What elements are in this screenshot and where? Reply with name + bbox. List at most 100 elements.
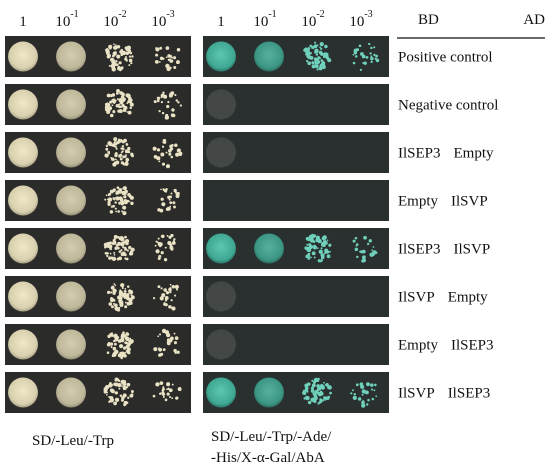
ad-construct: IlSEP3 — [448, 386, 491, 402]
dilution-label: 10-1 — [55, 9, 78, 30]
yeast-colony — [169, 92, 174, 97]
yeast-colony — [125, 157, 130, 162]
yeast-colony — [128, 64, 131, 67]
yeast-colony — [352, 389, 354, 392]
yeast-colony — [323, 240, 328, 245]
yeast-colony — [114, 152, 118, 156]
bd-header: BD — [418, 12, 439, 28]
yeast-colony — [154, 59, 159, 64]
dilution-exponent: -1 — [268, 9, 276, 20]
yeast-colony — [373, 389, 376, 392]
yeast-colony — [371, 249, 374, 252]
yeast-colony — [123, 253, 127, 257]
yeast-colony — [311, 251, 316, 256]
yeast-colony — [313, 399, 317, 403]
dilution-base: 10 — [103, 14, 118, 30]
yeast-colony — [122, 99, 125, 103]
yeast-colony — [165, 151, 168, 154]
yeast-colony — [362, 255, 366, 260]
yeast-colony — [179, 104, 183, 107]
yeast-colony — [105, 147, 109, 151]
yeast-colony — [109, 100, 113, 104]
yeast-colony — [118, 61, 122, 65]
yeast-colony — [126, 382, 131, 387]
yeast-colony — [313, 256, 316, 259]
yeast-colony — [130, 201, 134, 205]
yeast-colony — [354, 247, 359, 252]
yeast-colony — [320, 257, 323, 260]
yeast-colony — [361, 249, 366, 254]
yeast-colony — [170, 299, 173, 302]
yeast-colony — [311, 61, 315, 65]
yeast-colony — [174, 191, 177, 194]
yeast-colony — [159, 208, 164, 213]
yeast-colony — [114, 235, 116, 238]
yeast-colony — [157, 335, 160, 338]
yeast-colony — [108, 384, 111, 387]
yeast-colony — [128, 96, 131, 99]
yeast-colony — [127, 110, 132, 115]
yeast-spot — [254, 233, 284, 264]
yeast-colony — [116, 382, 118, 385]
yeast-colony — [313, 396, 317, 400]
yeast-colony — [314, 60, 319, 65]
yeast-colony — [162, 396, 165, 399]
yeast-colony — [112, 59, 115, 62]
yeast-colony — [124, 296, 127, 299]
yeast-colony — [130, 390, 134, 393]
yeast-colony — [173, 238, 176, 241]
yeast-colony — [126, 295, 130, 299]
yeast-colony — [162, 91, 165, 94]
yeast-colony — [322, 55, 326, 59]
yeast-spot — [56, 185, 86, 216]
yeast-colony — [319, 41, 324, 47]
yeast-colony — [157, 237, 160, 240]
yeast-colony — [316, 247, 319, 249]
row-label: Positive control — [398, 50, 493, 66]
yeast-colony — [114, 201, 117, 204]
yeast-colony — [120, 398, 124, 402]
yeast-colony — [128, 289, 132, 294]
yeast-colony — [173, 341, 178, 345]
yeast-colony — [166, 388, 168, 391]
yeast-colony — [169, 245, 174, 250]
yeast-colony — [113, 342, 117, 346]
yeast-colony — [169, 205, 172, 208]
yeast-colony — [121, 210, 123, 213]
yeast-colony — [350, 392, 353, 395]
yeast-colony — [105, 194, 108, 197]
yeast-colony — [152, 296, 156, 300]
panel-caption: SD/-Leu/-Trp — [32, 433, 114, 449]
yeast-colony — [175, 99, 179, 102]
yeast-colony — [103, 242, 109, 247]
yeast-colony — [161, 111, 165, 115]
dilution-label: 10-3 — [349, 9, 372, 30]
yeast-spot — [56, 89, 86, 120]
yeast-colony — [305, 236, 310, 241]
yeast-colony — [112, 109, 116, 113]
yeast-colony — [118, 201, 122, 205]
yeast-colony — [114, 303, 118, 308]
yeast-colony — [353, 393, 356, 396]
yeast-colony — [159, 296, 164, 301]
yeast-colony — [370, 388, 373, 391]
yeast-colony — [164, 246, 167, 249]
yeast-colony — [164, 296, 169, 300]
dilution-exponent: -1 — [70, 9, 78, 20]
yeast-colony — [103, 246, 107, 249]
yeast-colony — [361, 393, 364, 396]
yeast-colony — [114, 145, 117, 148]
yeast-colony — [160, 152, 165, 157]
yeast-colony — [125, 332, 130, 336]
yeast-colony — [168, 149, 172, 153]
yeast-colony — [125, 56, 127, 58]
yeast-colony — [113, 254, 116, 256]
yeast-colony — [158, 109, 161, 113]
yeast-colony — [176, 148, 181, 153]
yeast-colony — [352, 61, 356, 65]
yeast-colony — [155, 53, 159, 57]
yeast-colony — [162, 140, 167, 144]
yeast-colony — [176, 191, 180, 196]
yeast-colony — [368, 42, 371, 46]
yeast-colony — [124, 288, 127, 290]
